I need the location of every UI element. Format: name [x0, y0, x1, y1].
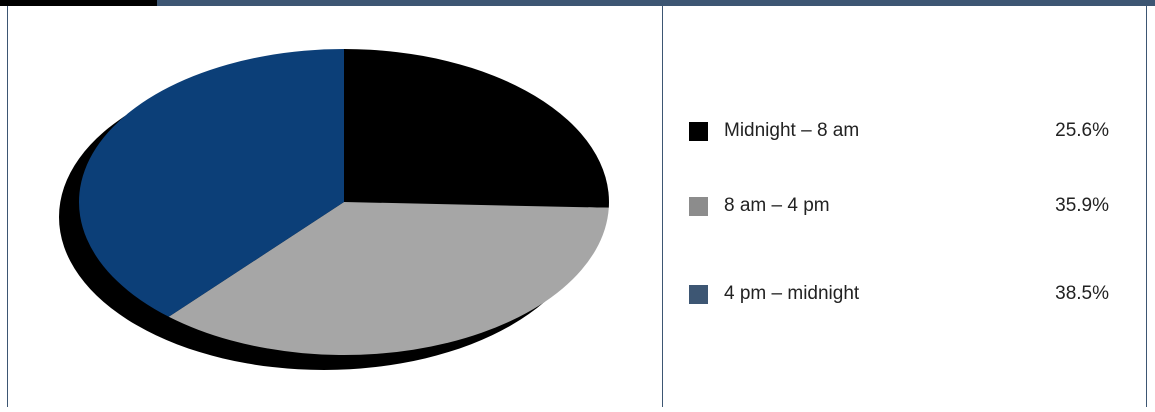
frame-border-left — [7, 6, 8, 407]
legend: Midnight – 8 am 25.6% 8 am – 4 pm 35.9% … — [663, 6, 1146, 407]
legend-value: 25.6% — [1055, 120, 1109, 141]
top-bar-accent — [0, 0, 157, 6]
pie-chart-area — [8, 6, 662, 407]
top-bar — [0, 0, 1155, 6]
legend-swatch — [689, 196, 708, 216]
legend-row: 4 pm – midnight 38.5% — [689, 281, 1109, 307]
pie-slice — [168, 202, 609, 355]
pie-slice — [79, 49, 344, 317]
pie-chart — [59, 49, 609, 370]
legend-label: Midnight – 8 am — [724, 120, 860, 141]
legend-label: 4 pm – midnight — [724, 283, 860, 304]
pie-slices — [79, 49, 609, 355]
legend-row: Midnight – 8 am 25.6% — [689, 118, 1109, 144]
legend-value: 35.9% — [1055, 195, 1109, 216]
pie-slice — [344, 49, 609, 208]
legend-label: 8 am – 4 pm — [724, 195, 830, 216]
legend-swatch — [689, 121, 708, 141]
legend-row: 8 am – 4 pm 35.9% — [689, 193, 1109, 219]
frame-border-right — [1146, 6, 1147, 407]
legend-swatch — [689, 284, 708, 304]
panel-divider — [662, 6, 663, 407]
legend-value: 38.5% — [1055, 283, 1109, 304]
